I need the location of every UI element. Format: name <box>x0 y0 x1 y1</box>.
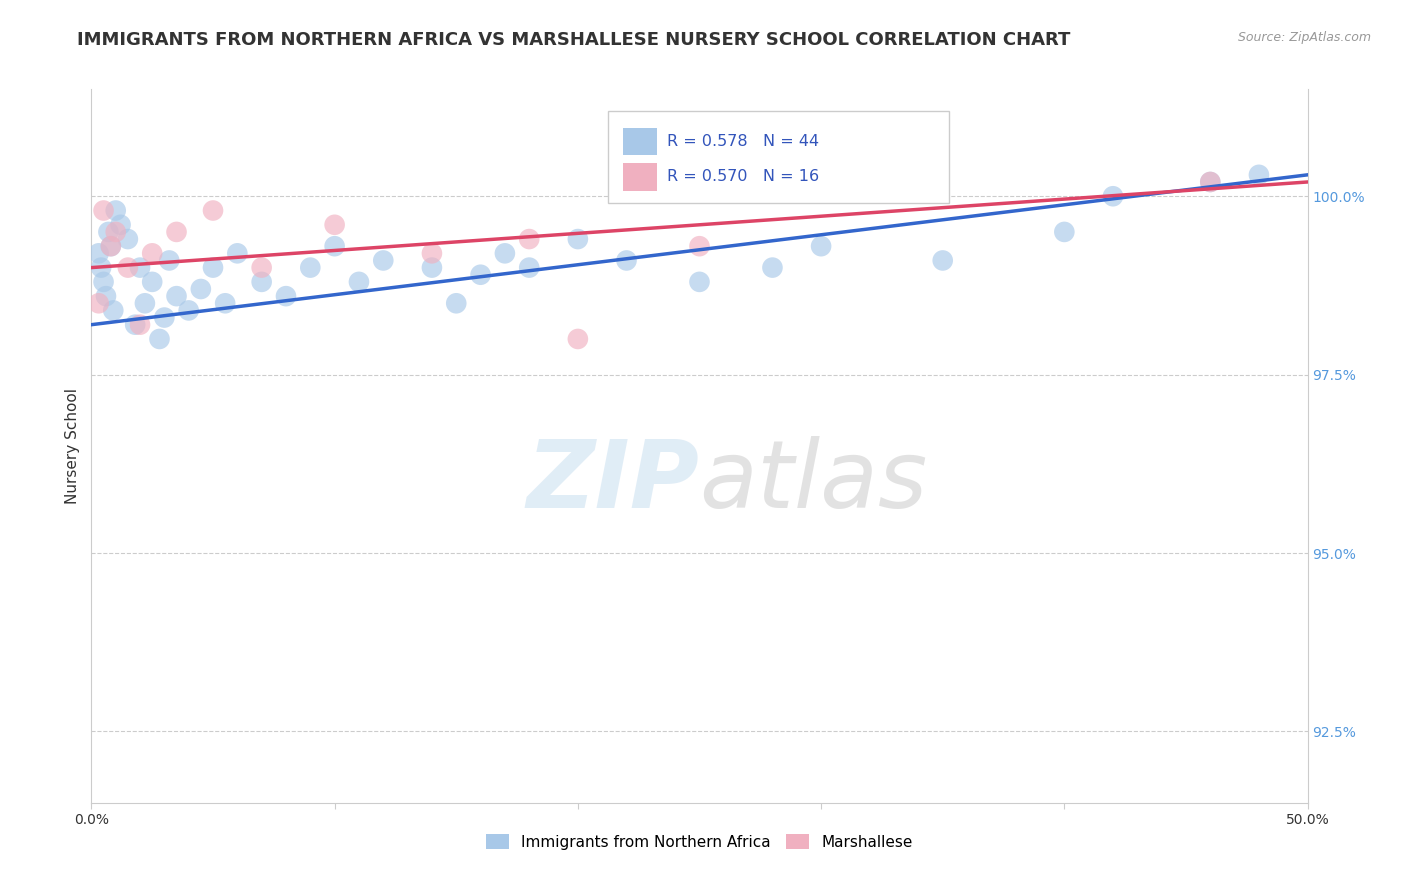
Legend: Immigrants from Northern Africa, Marshallese: Immigrants from Northern Africa, Marshal… <box>479 828 920 855</box>
Point <box>202 260 225 275</box>
Point <box>567 232 589 246</box>
Point <box>323 239 346 253</box>
Point <box>104 203 127 218</box>
Point <box>94 289 117 303</box>
Point <box>166 225 188 239</box>
Bar <box>623 128 657 155</box>
Point <box>1247 168 1270 182</box>
Point <box>1199 175 1222 189</box>
Point <box>517 260 540 275</box>
Point <box>177 303 200 318</box>
Point <box>90 260 112 275</box>
Point <box>166 289 188 303</box>
Point <box>688 275 710 289</box>
Point <box>100 239 122 253</box>
Text: ZIP: ZIP <box>527 435 699 528</box>
Point <box>153 310 176 325</box>
Point <box>931 253 953 268</box>
Text: R = 0.570   N = 16: R = 0.570 N = 16 <box>666 169 818 185</box>
Point <box>97 225 120 239</box>
Point <box>148 332 170 346</box>
Point <box>567 332 589 346</box>
Point <box>517 232 540 246</box>
Point <box>470 268 492 282</box>
Point <box>250 275 273 289</box>
Point <box>110 218 132 232</box>
Point <box>226 246 249 260</box>
Point <box>323 218 346 232</box>
Y-axis label: Nursery School: Nursery School <box>65 388 80 504</box>
Point <box>1199 175 1222 189</box>
FancyBboxPatch shape <box>609 111 949 203</box>
Text: atlas: atlas <box>699 436 928 527</box>
Point <box>274 289 297 303</box>
Point <box>1102 189 1125 203</box>
Point <box>494 246 516 260</box>
Point <box>141 246 163 260</box>
Point <box>103 303 125 318</box>
Point <box>117 260 139 275</box>
Point <box>761 260 783 275</box>
Point <box>129 260 152 275</box>
Point <box>444 296 467 310</box>
Point <box>141 275 163 289</box>
Text: Source: ZipAtlas.com: Source: ZipAtlas.com <box>1237 31 1371 45</box>
Point <box>124 318 146 332</box>
Point <box>93 275 115 289</box>
Point <box>250 260 273 275</box>
Point <box>117 232 139 246</box>
Point <box>347 275 370 289</box>
Point <box>129 318 152 332</box>
Point <box>87 246 110 260</box>
Bar <box>623 163 657 191</box>
Point <box>299 260 322 275</box>
Point <box>616 253 638 268</box>
Point <box>420 260 443 275</box>
Point <box>214 296 236 310</box>
Point <box>104 225 127 239</box>
Point <box>688 239 710 253</box>
Point <box>420 246 443 260</box>
Point <box>373 253 395 268</box>
Point <box>93 203 115 218</box>
Point <box>190 282 212 296</box>
Point <box>87 296 110 310</box>
Text: R = 0.578   N = 44: R = 0.578 N = 44 <box>666 134 818 149</box>
Point <box>157 253 180 268</box>
Point <box>810 239 832 253</box>
Point <box>100 239 122 253</box>
Point <box>134 296 156 310</box>
Text: IMMIGRANTS FROM NORTHERN AFRICA VS MARSHALLESE NURSERY SCHOOL CORRELATION CHART: IMMIGRANTS FROM NORTHERN AFRICA VS MARSH… <box>77 31 1071 49</box>
Point <box>1053 225 1076 239</box>
Point <box>202 203 225 218</box>
